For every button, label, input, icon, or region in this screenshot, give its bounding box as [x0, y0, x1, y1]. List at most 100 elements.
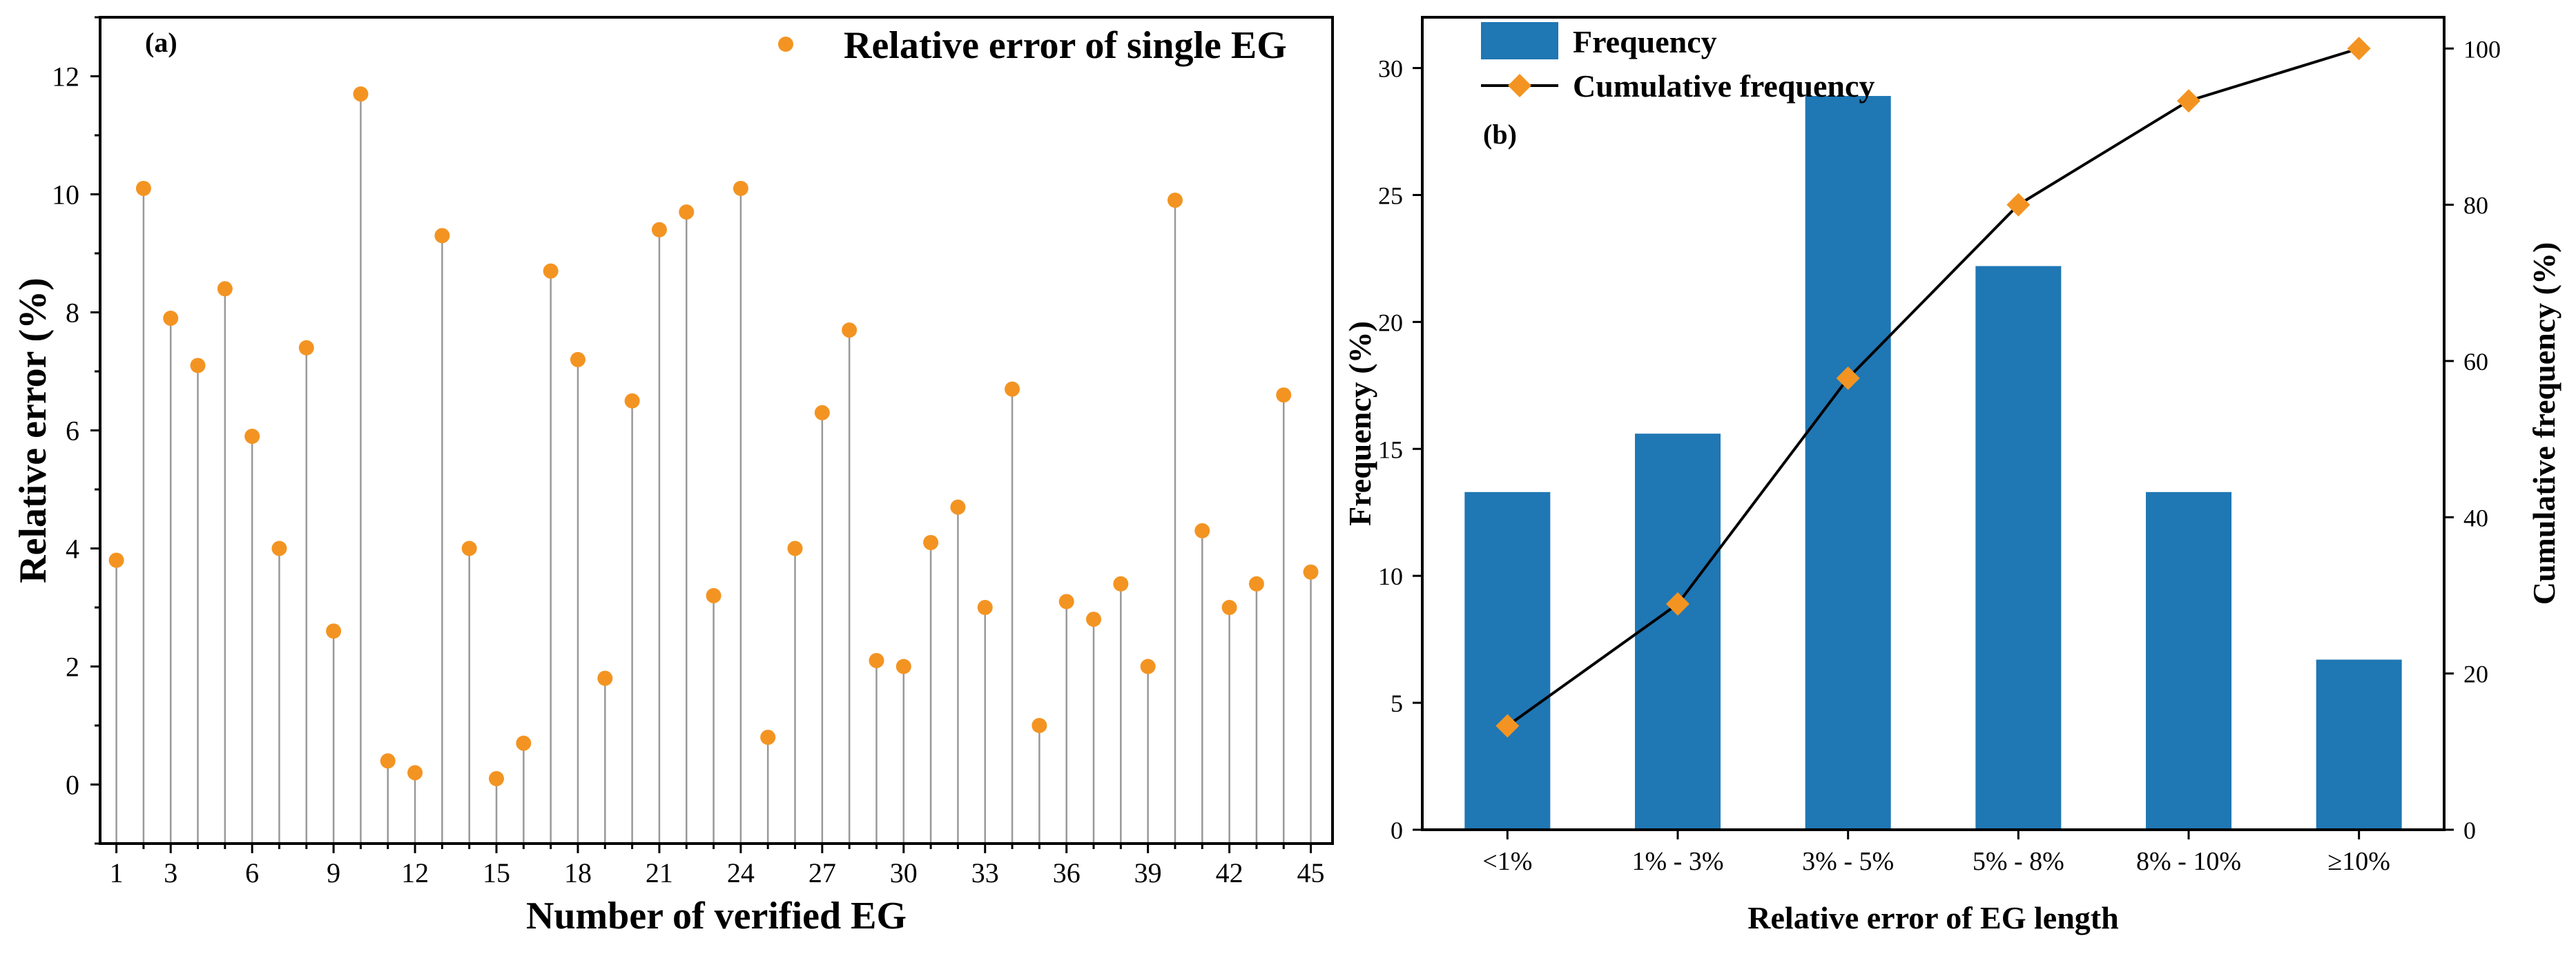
x-tick-label: 18 [564, 857, 592, 888]
data-point [787, 541, 803, 556]
data-point [217, 281, 233, 297]
y-axis-title: Relative error (%) [12, 278, 55, 583]
data-point [570, 351, 585, 367]
cumulative-markers-group [1495, 37, 2371, 738]
data-point [271, 541, 287, 556]
data-point [434, 228, 450, 244]
frequency-bar [2316, 659, 2402, 830]
data-point [461, 541, 477, 556]
data-point [869, 652, 884, 668]
data-point [1113, 576, 1129, 592]
y-tick-label: 15 [1378, 436, 1403, 463]
data-point [190, 358, 206, 373]
bars-group [1464, 96, 2402, 830]
data-point [1058, 594, 1074, 610]
y-tick-label: 10 [52, 179, 79, 211]
frequency-bar [1464, 491, 1551, 830]
x-tick-label: 12 [401, 857, 429, 888]
data-point [1005, 381, 1020, 397]
y-tick-label: 4 [66, 534, 79, 565]
data-point [1167, 193, 1183, 208]
y2-tick-label: 20 [2463, 661, 2488, 688]
x-tick-label: 6 [245, 857, 259, 888]
panel-label-b: (b) [1483, 119, 1517, 150]
data-point [244, 429, 260, 445]
data-point [1194, 523, 1210, 538]
x-tick-label: 30 [890, 857, 918, 888]
y-tick-label: 10 [1378, 563, 1403, 590]
data-point [1303, 564, 1319, 580]
data-point [651, 222, 667, 237]
x-tick-label: 27 [808, 857, 836, 888]
data-point [950, 499, 966, 515]
x-tick-label: 8% - 10% [2136, 847, 2241, 876]
data-point [489, 770, 505, 786]
data-point [624, 393, 640, 409]
cumulative-frequency-line [1507, 47, 2360, 728]
x-axis-ticks: 1 3 6 9 12 15 18 21 24 27 30 33 36 39 42 45 [110, 844, 1325, 888]
x-tick-label: 39 [1134, 857, 1162, 888]
y-tick-label: 20 [1378, 309, 1403, 336]
data-point [163, 311, 179, 327]
x-tick-label: 45 [1297, 857, 1325, 888]
panel-label-a: (a) [145, 27, 177, 58]
legend-cumulative-marker [1508, 74, 1531, 97]
frequency-bar [1975, 266, 2062, 830]
legend-frequency-label: Frequency [1573, 24, 1717, 59]
data-point [1086, 612, 1102, 627]
x-axis-ticks: <1% 1% - 3% 3% - 5% 5% - 8% 8% - 10% ≥10% [1482, 830, 2390, 876]
data-point [135, 180, 151, 196]
data-point [842, 322, 858, 338]
y-tick-label: 2 [66, 652, 79, 683]
x-tick-label: 5% - 8% [1973, 847, 2064, 876]
x-tick-label: 33 [971, 857, 999, 888]
data-point [353, 86, 369, 102]
x-axis-title: Relative error of EG length [1747, 900, 2118, 935]
left-y-axis-ticks: 0 5 10 15 20 25 30 [1378, 55, 1422, 844]
y-tick-label: 25 [1378, 182, 1403, 209]
y2-tick-label: 40 [2463, 504, 2488, 532]
cumulative-point [1666, 592, 1689, 616]
legend-cumulative-label: Cumulative frequency [1573, 68, 1875, 104]
data-point [543, 263, 559, 279]
data-point [679, 204, 695, 220]
data-point [1032, 718, 1047, 733]
data-point [1276, 387, 1292, 403]
frequency-bar [1805, 96, 1891, 830]
y2-tick-label: 0 [2463, 817, 2476, 844]
y2-axis-title: Cumulative frequency (%) [2526, 242, 2562, 605]
data-point [760, 730, 776, 746]
data-point [516, 735, 532, 751]
frequency-bar [1635, 434, 1721, 830]
x-tick-label: 21 [646, 857, 673, 888]
data-point [706, 587, 722, 603]
x-tick-label: 15 [483, 857, 510, 888]
plot-frame [99, 16, 1334, 845]
data-point [1140, 659, 1156, 674]
x-tick-label: 24 [727, 857, 755, 888]
y2-tick-label: 60 [2463, 348, 2488, 376]
cumulative-point [2347, 37, 2371, 61]
data-point [1221, 600, 1237, 615]
plot-frame [1421, 16, 2446, 831]
x-tick-label: <1% [1482, 847, 1532, 876]
cumulative-point [2006, 193, 2031, 217]
cumulative-point [2177, 89, 2200, 113]
legend-marker [778, 37, 793, 52]
data-point [1248, 576, 1264, 592]
y-axis-title: Frequency (%) [1342, 321, 1377, 526]
y-axis-ticks: 0 2 4 6 8 10 12 [52, 16, 100, 845]
x-tick-label: 1 [110, 857, 124, 888]
panel-b-bar-line-chart: 0 5 10 15 20 25 30 0 20 40 60 80 100 <1% 1% - 3% 3% -… [1342, 16, 2562, 935]
y2-tick-label: 80 [2463, 192, 2488, 220]
y-tick-label: 0 [1391, 817, 1403, 844]
legend-frequency-swatch [1481, 22, 1558, 59]
data-point [733, 180, 748, 196]
x-axis-title: Number of verified EG [526, 895, 907, 937]
x-tick-label: ≥10% [2327, 847, 2390, 876]
stems-group [108, 86, 1319, 844]
y-tick-label: 12 [52, 61, 79, 93]
data-point [326, 623, 342, 639]
